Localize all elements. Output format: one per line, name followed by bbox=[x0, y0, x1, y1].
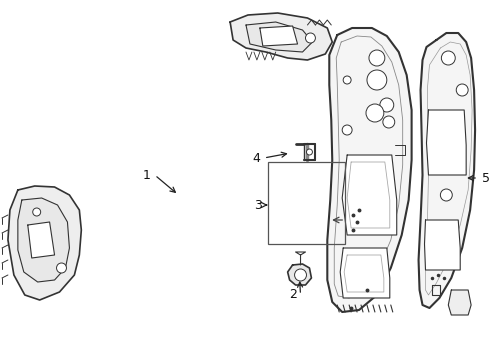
Polygon shape bbox=[327, 28, 412, 312]
Circle shape bbox=[342, 125, 352, 135]
Circle shape bbox=[343, 76, 351, 84]
Polygon shape bbox=[246, 22, 313, 52]
Circle shape bbox=[380, 98, 394, 112]
Circle shape bbox=[56, 263, 67, 273]
Circle shape bbox=[383, 116, 395, 128]
Polygon shape bbox=[342, 155, 397, 235]
Polygon shape bbox=[28, 222, 54, 258]
Polygon shape bbox=[260, 26, 297, 46]
Polygon shape bbox=[426, 110, 466, 175]
Circle shape bbox=[305, 33, 316, 43]
Circle shape bbox=[294, 269, 306, 281]
Circle shape bbox=[367, 70, 387, 90]
Circle shape bbox=[306, 149, 313, 155]
Text: 1: 1 bbox=[143, 168, 151, 181]
Polygon shape bbox=[425, 42, 472, 295]
Polygon shape bbox=[8, 186, 81, 300]
Polygon shape bbox=[18, 198, 70, 282]
Text: 2: 2 bbox=[289, 288, 296, 302]
Circle shape bbox=[33, 208, 41, 216]
Polygon shape bbox=[418, 33, 475, 308]
Polygon shape bbox=[424, 220, 460, 270]
Circle shape bbox=[441, 189, 452, 201]
Circle shape bbox=[366, 104, 384, 122]
Polygon shape bbox=[288, 264, 312, 285]
Polygon shape bbox=[344, 255, 384, 292]
Polygon shape bbox=[340, 248, 390, 298]
Text: 4: 4 bbox=[252, 152, 260, 165]
Circle shape bbox=[456, 84, 468, 96]
Polygon shape bbox=[334, 36, 403, 298]
Polygon shape bbox=[448, 290, 471, 315]
Circle shape bbox=[441, 51, 455, 65]
Text: 3: 3 bbox=[254, 198, 262, 212]
Polygon shape bbox=[347, 162, 390, 228]
Text: 5: 5 bbox=[482, 171, 490, 185]
Polygon shape bbox=[230, 13, 332, 60]
Bar bbox=[268, 162, 345, 244]
Circle shape bbox=[369, 50, 385, 66]
